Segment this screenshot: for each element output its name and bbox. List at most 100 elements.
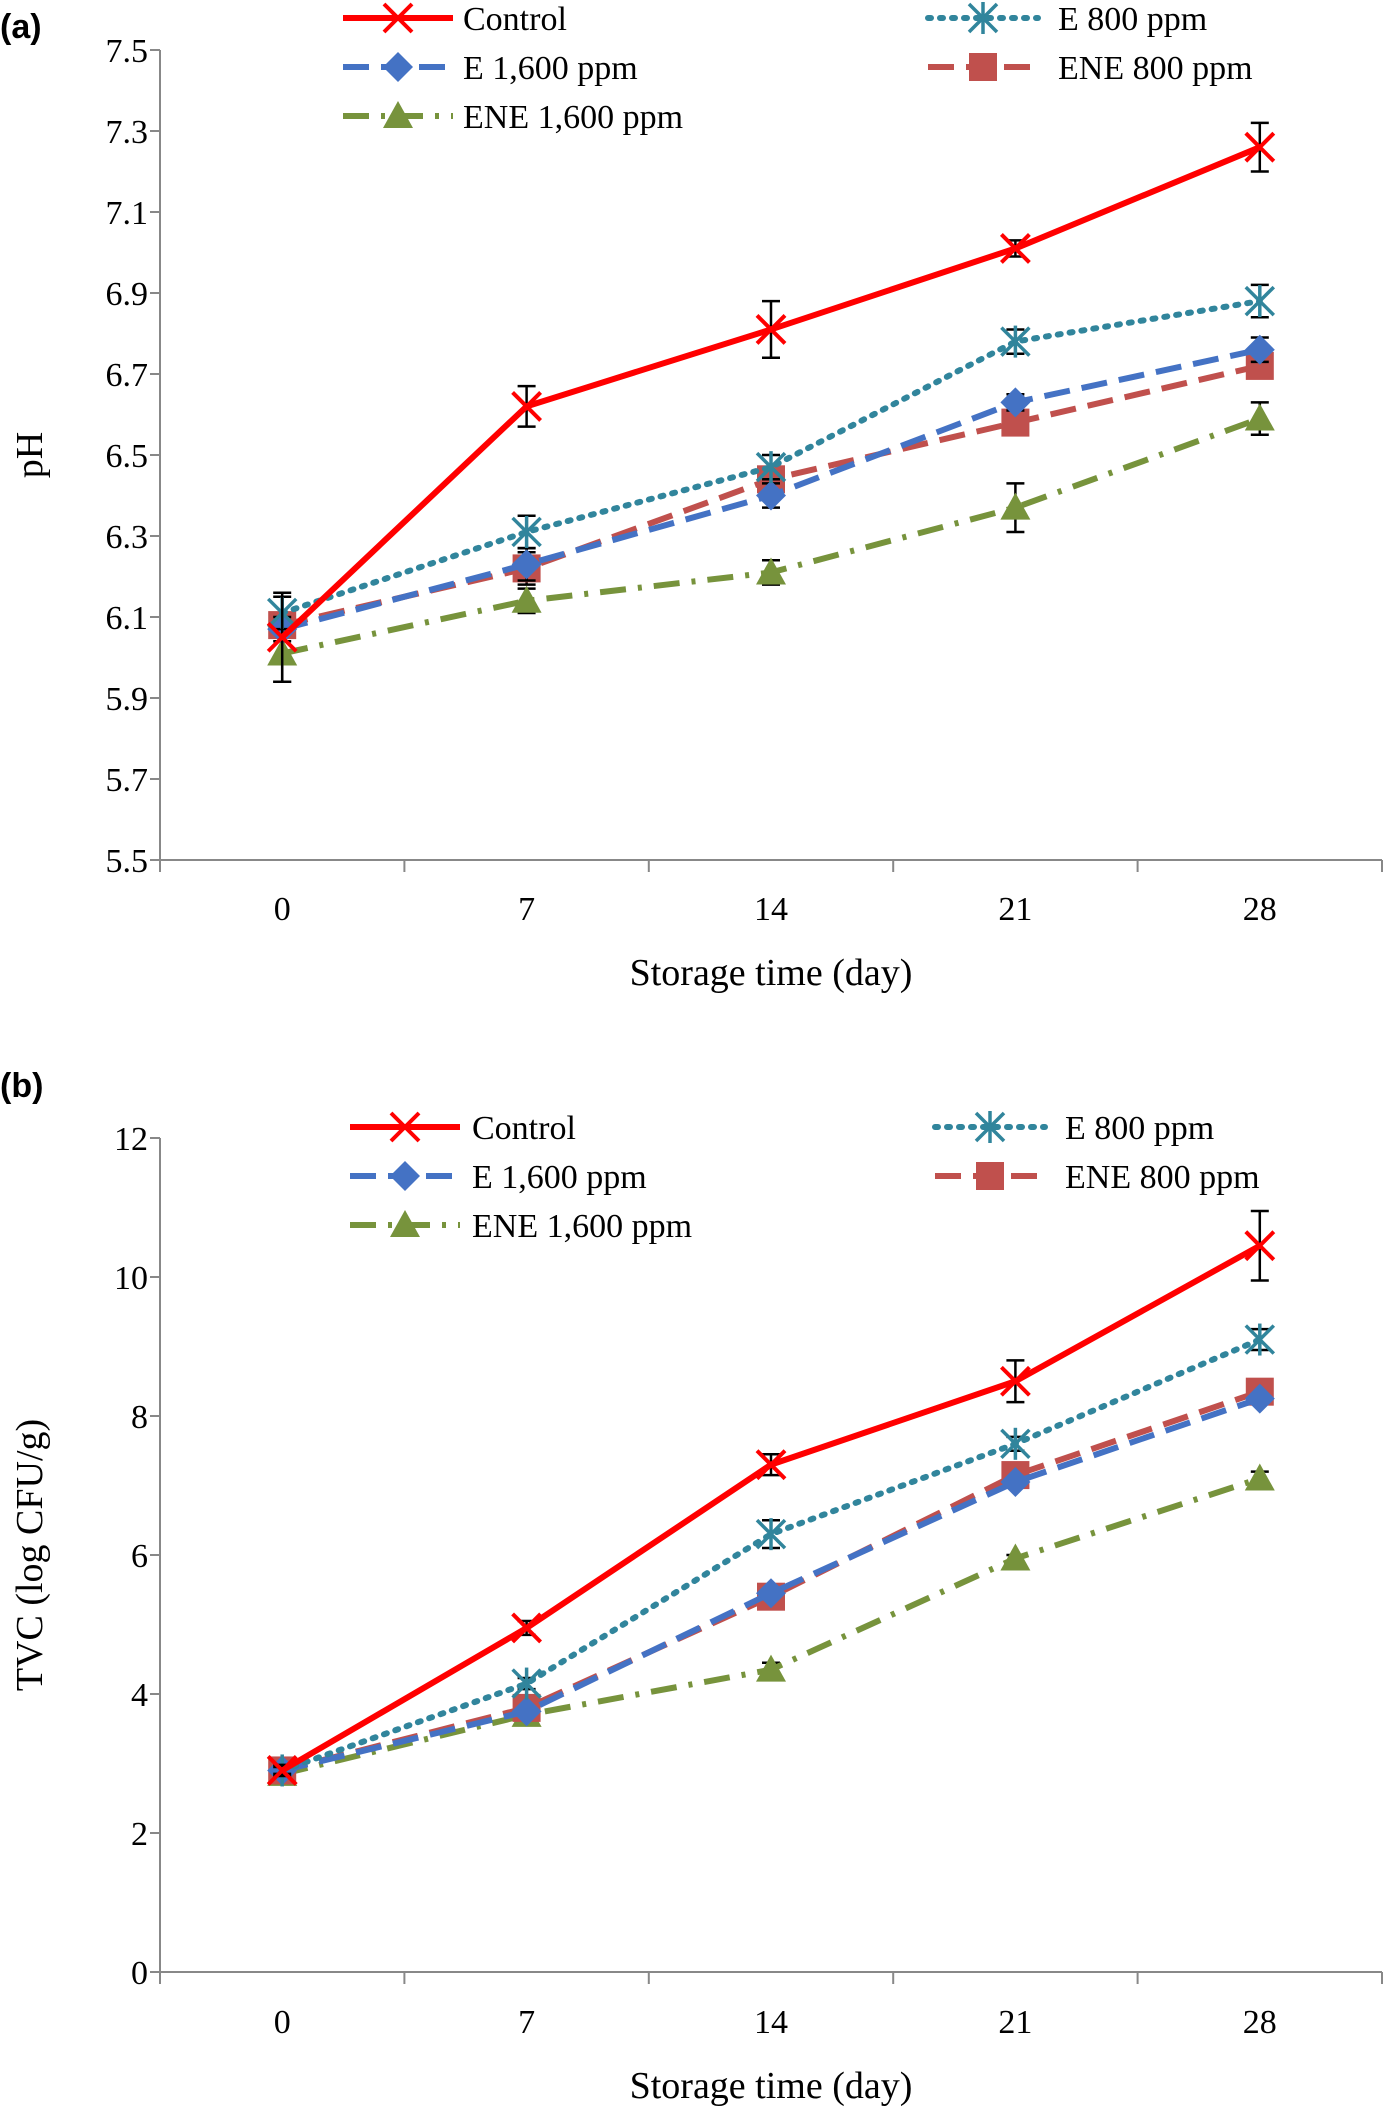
data-point [511, 585, 542, 613]
legend-entry: ENE 800 ppm [928, 50, 1253, 87]
y-tick-label: 6.7 [106, 357, 149, 394]
data-point [1000, 387, 1031, 418]
x-tick-label: 28 [1243, 891, 1277, 928]
legend-entry: ENE 800 ppm [935, 1159, 1260, 1196]
x-tick-label: 21 [998, 891, 1032, 928]
data-point [1000, 492, 1031, 520]
data-point [755, 1518, 787, 1551]
data-point [756, 480, 786, 511]
data-point [511, 1667, 542, 1700]
legend-entry: Control [350, 1110, 576, 1147]
legend-label: E 1,600 ppm [472, 1159, 647, 1196]
legend-label: ENE 1,600 ppm [463, 99, 683, 136]
legend-marker [969, 53, 997, 81]
y-tick-label: 6 [131, 1538, 148, 1575]
legend-marker [382, 2, 414, 34]
legend-entry: ENE 1,600 ppm [343, 99, 683, 136]
x-tick-label: 14 [754, 2004, 788, 2041]
data-point [1244, 1230, 1276, 1262]
legend-marker [383, 101, 413, 128]
y-tick-label: 6.1 [106, 600, 149, 637]
legend-entry: E 1,600 ppm [343, 50, 638, 87]
data-point [755, 1449, 787, 1481]
x-tick-label: 7 [518, 2004, 535, 2041]
y-tick-label: 2 [131, 1816, 148, 1853]
data-point [1000, 1467, 1031, 1498]
chart-panel-a: (a) 5.5 5.7 5.9 6.1 6.3 6.5 6.7 6.9 7.1 7.3 7.5 0 7 14… [0, 1, 1383, 994]
legend-marker [974, 1111, 1006, 1143]
data-point [1000, 325, 1031, 358]
y-axis-title: TVC (log CFU/g) [9, 1419, 51, 1691]
data-point [756, 1654, 786, 1682]
series-line [281, 1395, 1261, 1774]
series-control [266, 1209, 1276, 1786]
data-point [755, 451, 787, 484]
y-tick-label: 5.9 [106, 681, 149, 718]
legend-label: E 800 ppm [1065, 1110, 1214, 1147]
legend-label: Control [472, 1110, 576, 1147]
data-point [1244, 334, 1275, 365]
series-line [280, 1243, 1262, 1774]
data-point [1244, 1383, 1275, 1414]
panel-label: (a) [0, 8, 42, 46]
x-tick-label: 0 [274, 891, 291, 928]
data-point [999, 1365, 1031, 1397]
legend-entry: Control [343, 1, 567, 38]
data-point [999, 233, 1031, 264]
y-tick-label: 8 [131, 1399, 148, 1436]
chart-panel-b: (b) 0 2 4 6 8 10 12 0 7 14 21 28 Storage time (day) TV… [0, 1067, 1383, 2107]
legend-label: ENE 800 ppm [1058, 50, 1253, 87]
data-point [1244, 131, 1276, 163]
series-ene-1-600-ppm [267, 1463, 1275, 1786]
data-point [511, 1696, 542, 1727]
x-axis-title: Storage time (day) [630, 2065, 913, 2107]
y-tick-label: 6.9 [106, 276, 149, 313]
legend-entry: E 800 ppm [932, 1110, 1214, 1147]
legend-label: ENE 1,600 ppm [472, 1208, 692, 1245]
x-tick-label: 7 [518, 891, 535, 928]
x-tick-label: 28 [1243, 2004, 1277, 2041]
data-point [1244, 285, 1276, 318]
legend-marker [390, 1210, 420, 1237]
panel-label: (b) [0, 1067, 43, 1105]
series-line [279, 298, 1263, 616]
data-point [756, 557, 786, 585]
y-axis-title: pH [9, 432, 51, 478]
legend-label: E 1,600 ppm [463, 50, 638, 87]
legend-marker [390, 1161, 420, 1191]
data-point [1244, 1463, 1275, 1491]
legend-entry: E 1,600 ppm [350, 1159, 647, 1196]
data-point [266, 621, 298, 653]
y-tick-label: 7.1 [106, 195, 149, 232]
data-point [755, 314, 787, 345]
data-point [1244, 403, 1275, 431]
series-control [266, 121, 1276, 684]
data-point [756, 1578, 786, 1609]
legend-entry: ENE 1,600 ppm [350, 1208, 692, 1245]
data-point [1000, 1427, 1031, 1460]
series-e-1-600-ppm [267, 334, 1275, 645]
y-tick-label: 12 [114, 1121, 148, 1158]
legend-marker [383, 52, 413, 82]
data-point [511, 390, 543, 422]
x-tick-label: 0 [274, 2004, 291, 2041]
y-tick-label: 0 [131, 1955, 148, 1992]
data-point [266, 1755, 298, 1786]
y-tick-label: 7.5 [106, 33, 149, 70]
series-ene-1-600-ppm [267, 401, 1275, 684]
data-point [1244, 1323, 1276, 1356]
legend-label: ENE 800 ppm [1065, 1159, 1260, 1196]
legend-label: E 800 ppm [1058, 1, 1207, 38]
y-tick-label: 5.7 [106, 762, 149, 799]
legend-entry: E 800 ppm [925, 1, 1207, 38]
legend-marker [389, 1111, 421, 1143]
legend-label: Control [463, 1, 567, 38]
y-tick-label: 4 [131, 1677, 148, 1714]
data-point [511, 515, 542, 548]
data-point [511, 1612, 543, 1644]
legend-marker [976, 1162, 1004, 1190]
x-tick-label: 21 [998, 2004, 1032, 2041]
x-tick-label: 14 [754, 891, 788, 928]
series-e-800-ppm [266, 1323, 1276, 1787]
